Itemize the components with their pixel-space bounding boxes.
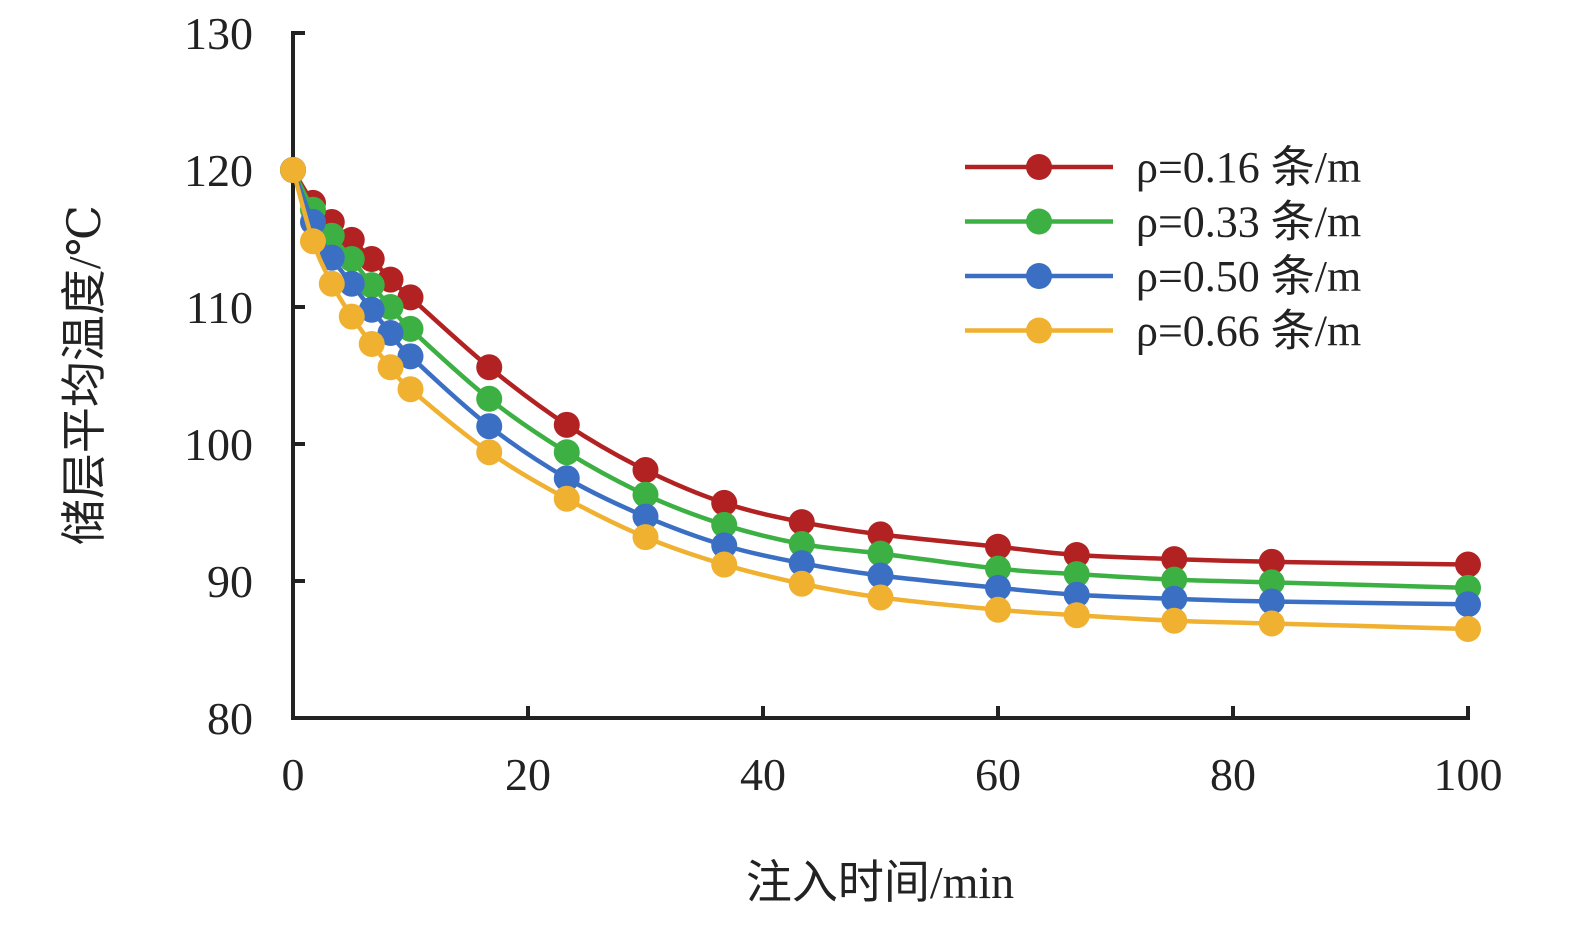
data-point <box>711 551 738 578</box>
legend: ρ=0.16 条/m ρ=0.33 条/m ρ=0.50 条/m ρ=0.66 条/m <box>965 143 1361 356</box>
data-point <box>985 574 1011 601</box>
x-tick-label: 20 <box>505 749 551 800</box>
data-point <box>867 584 894 611</box>
data-point <box>1063 602 1090 629</box>
y-tick-label: 90 <box>207 556 253 607</box>
data-point <box>358 272 385 299</box>
data-point <box>1161 607 1188 634</box>
data-point <box>788 550 815 577</box>
data-point <box>358 296 385 323</box>
legend-item: ρ=0.16 条/m <box>965 143 1361 192</box>
legend-label: ρ=0.16 条/m <box>1136 143 1361 192</box>
data-point <box>788 531 815 558</box>
data-point <box>397 284 424 311</box>
data-point <box>377 354 404 381</box>
data-point <box>476 354 503 381</box>
data-point <box>1161 585 1188 612</box>
legend-swatch-marker <box>1026 263 1052 289</box>
series-4 <box>280 157 1481 642</box>
data-point <box>1258 548 1285 575</box>
y-tick-label: 120 <box>184 145 253 196</box>
y-tick-label: 130 <box>184 8 253 59</box>
y-tick-label: 100 <box>184 419 253 470</box>
data-point <box>1258 610 1285 637</box>
data-point <box>867 521 894 548</box>
data-point <box>788 570 815 597</box>
data-point <box>632 457 659 484</box>
data-point <box>1258 569 1285 596</box>
data-point <box>476 385 503 412</box>
x-tick-label: 60 <box>975 749 1021 800</box>
data-point <box>553 485 580 512</box>
data-point <box>867 540 894 567</box>
x-tick-label: 100 <box>1434 749 1503 800</box>
axes: 80 90 100 110 120 130 0 20 40 60 80 100 <box>184 8 1503 800</box>
data-point <box>711 532 738 559</box>
data-point <box>985 596 1011 623</box>
data-point <box>1063 541 1090 568</box>
y-axis-ticks: 80 90 100 110 120 130 <box>184 8 305 744</box>
legend-item: ρ=0.50 条/m <box>965 252 1361 301</box>
x-axis-ticks: 0 20 40 60 80 100 <box>282 706 1503 800</box>
legend-swatch-marker <box>1026 208 1052 235</box>
data-point <box>397 376 424 403</box>
x-tick-label: 40 <box>740 749 786 800</box>
data-point <box>1063 561 1090 588</box>
data-point <box>711 489 738 516</box>
data-point <box>711 511 738 538</box>
data-point <box>553 465 580 492</box>
data-point <box>358 330 385 357</box>
data-point <box>338 246 365 273</box>
series-layer <box>280 157 1481 642</box>
x-tick-label: 0 <box>282 749 305 800</box>
data-point <box>1455 615 1481 642</box>
legend-label: ρ=0.66 条/m <box>1136 307 1361 356</box>
data-point <box>397 315 424 342</box>
y-tick-label: 80 <box>207 693 253 744</box>
data-point <box>397 343 424 370</box>
data-point <box>632 481 659 508</box>
data-point <box>985 533 1011 560</box>
x-axis-title: 注入时间/min <box>746 857 1014 908</box>
data-point <box>358 246 385 273</box>
y-axis-title: 储层平均温度/℃ <box>59 205 110 545</box>
data-point <box>985 555 1011 582</box>
data-point <box>1063 581 1090 608</box>
data-point <box>1161 566 1188 593</box>
data-point <box>553 411 580 438</box>
data-point <box>338 303 365 330</box>
data-point <box>299 228 326 255</box>
data-point <box>377 320 404 347</box>
data-point <box>632 503 659 530</box>
legend-item: ρ=0.33 条/m <box>965 198 1361 247</box>
y-tick-label: 110 <box>186 282 253 333</box>
data-point <box>338 226 365 253</box>
data-point <box>476 439 503 466</box>
data-point <box>338 270 365 297</box>
legend-swatch-marker <box>1026 317 1052 344</box>
data-point <box>476 413 503 440</box>
data-point <box>867 562 894 589</box>
data-point <box>553 439 580 466</box>
data-point <box>1455 591 1481 618</box>
data-point <box>280 157 306 183</box>
data-point <box>788 509 815 536</box>
x-tick-label: 80 <box>1210 749 1256 800</box>
data-point <box>632 524 659 551</box>
data-point <box>1161 546 1188 573</box>
legend-swatch-marker <box>1026 154 1052 180</box>
legend-label: ρ=0.50 条/m <box>1136 252 1361 301</box>
data-point <box>1258 588 1285 615</box>
series-3 <box>280 157 1481 618</box>
data-point <box>318 244 345 271</box>
legend-item: ρ=0.66 条/m <box>965 307 1361 356</box>
legend-label: ρ=0.33 条/m <box>1136 198 1361 247</box>
data-point <box>1455 551 1481 578</box>
data-point <box>318 270 345 297</box>
